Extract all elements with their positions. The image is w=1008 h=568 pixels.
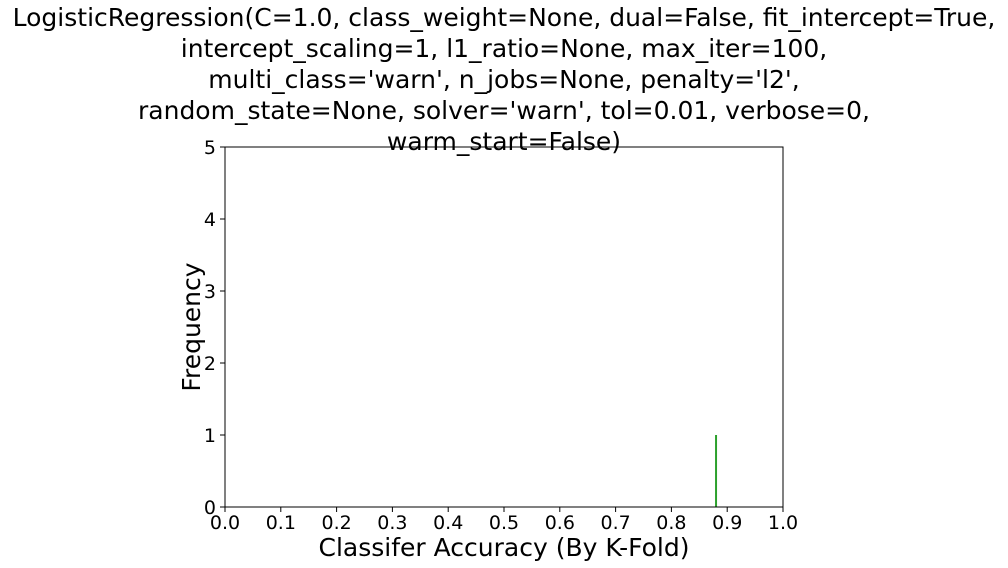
x-tick-label: 0.9 bbox=[712, 512, 742, 534]
bar-series bbox=[715, 435, 718, 507]
chart-title-line-1: LogisticRegression(C=1.0, class_weight=N… bbox=[12, 3, 996, 32]
y-axis-ticks: 0 1 2 3 4 5 bbox=[204, 137, 225, 519]
chart-title-line-5: warm_start=False) bbox=[386, 127, 622, 156]
y-tick-label: 1 bbox=[204, 425, 216, 447]
plot-area-frame bbox=[224, 146, 784, 508]
chart-title-line-4: random_state=None, solver='warn', tol=0.… bbox=[138, 96, 870, 125]
x-tick-label: 0.3 bbox=[377, 512, 407, 534]
chart-title: LogisticRegression(C=1.0, class_weight=N… bbox=[0, 2, 1008, 157]
x-tick-label: 0.8 bbox=[656, 512, 686, 534]
x-tick-label: 0.4 bbox=[433, 512, 463, 534]
y-axis-label: Frequency bbox=[177, 262, 206, 391]
y-tick-label: 2 bbox=[204, 353, 216, 375]
x-tick-label: 1.0 bbox=[768, 512, 798, 534]
y-tick-label: 5 bbox=[204, 137, 216, 159]
chart-title-line-3: multi_class='warn', n_jobs=None, penalty… bbox=[208, 65, 800, 94]
x-tick-label: 0.6 bbox=[545, 512, 575, 534]
x-tick-label: 0.7 bbox=[600, 512, 630, 534]
histogram-bar bbox=[715, 435, 718, 507]
x-tick-label: 0.1 bbox=[266, 512, 296, 534]
y-tick-label: 3 bbox=[204, 281, 216, 303]
x-tick-label: 0.0 bbox=[210, 512, 240, 534]
x-axis-ticks: 0.0 0.1 0.2 0.3 0.4 0.5 0.6 0.7 0.8 0.9 1.0 bbox=[210, 507, 798, 534]
y-tick-label: 4 bbox=[204, 209, 216, 231]
x-axis-label: Classifer Accuracy (By K-Fold) bbox=[319, 533, 690, 562]
y-tick-label: 0 bbox=[204, 497, 216, 519]
x-tick-label: 0.5 bbox=[489, 512, 519, 534]
chart-title-line-2: intercept_scaling=1, l1_ratio=None, max_… bbox=[180, 34, 828, 63]
x-tick-label: 0.2 bbox=[321, 512, 351, 534]
